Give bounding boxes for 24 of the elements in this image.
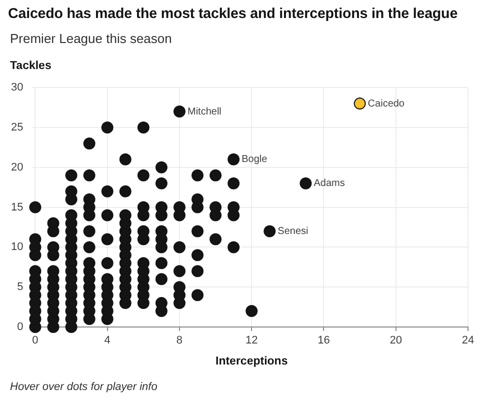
y-tick-label: 5 xyxy=(17,281,24,294)
annotation: Bogle xyxy=(242,154,268,166)
text: Hover over dots for player info xyxy=(10,381,158,393)
annotation: Adams xyxy=(314,178,345,190)
y-tick-label: 20 xyxy=(10,161,24,174)
chart-title: Caicedo has made the most tackles and interceptions in the league xyxy=(8,6,458,22)
y-axis-title: Tackles xyxy=(10,60,52,72)
x-tick-label: 4 xyxy=(104,334,110,347)
y-tick-label: 30 xyxy=(10,82,24,94)
annotation: Senesi xyxy=(278,226,308,237)
y-tick-label: 25 xyxy=(10,122,24,134)
annotation: Mitchell xyxy=(187,106,222,118)
x-tick-label: 16 xyxy=(318,334,330,347)
y-tick-label: 10 xyxy=(10,241,24,254)
x-tick-label: 20 xyxy=(390,334,402,347)
y-tick-label: 15 xyxy=(10,201,24,214)
x-tick-label: 0 xyxy=(32,334,38,347)
chart-subtitle: Premier League this season xyxy=(10,31,172,46)
x-tick-label: 8 xyxy=(176,334,183,347)
x-tick-label: 24 xyxy=(462,334,474,347)
x-tick-label: 12 xyxy=(245,334,258,347)
x-axis-title: Interceptions xyxy=(216,355,288,368)
annotation: Caicedo xyxy=(368,98,405,110)
y-tick-label: 0 xyxy=(17,321,24,334)
